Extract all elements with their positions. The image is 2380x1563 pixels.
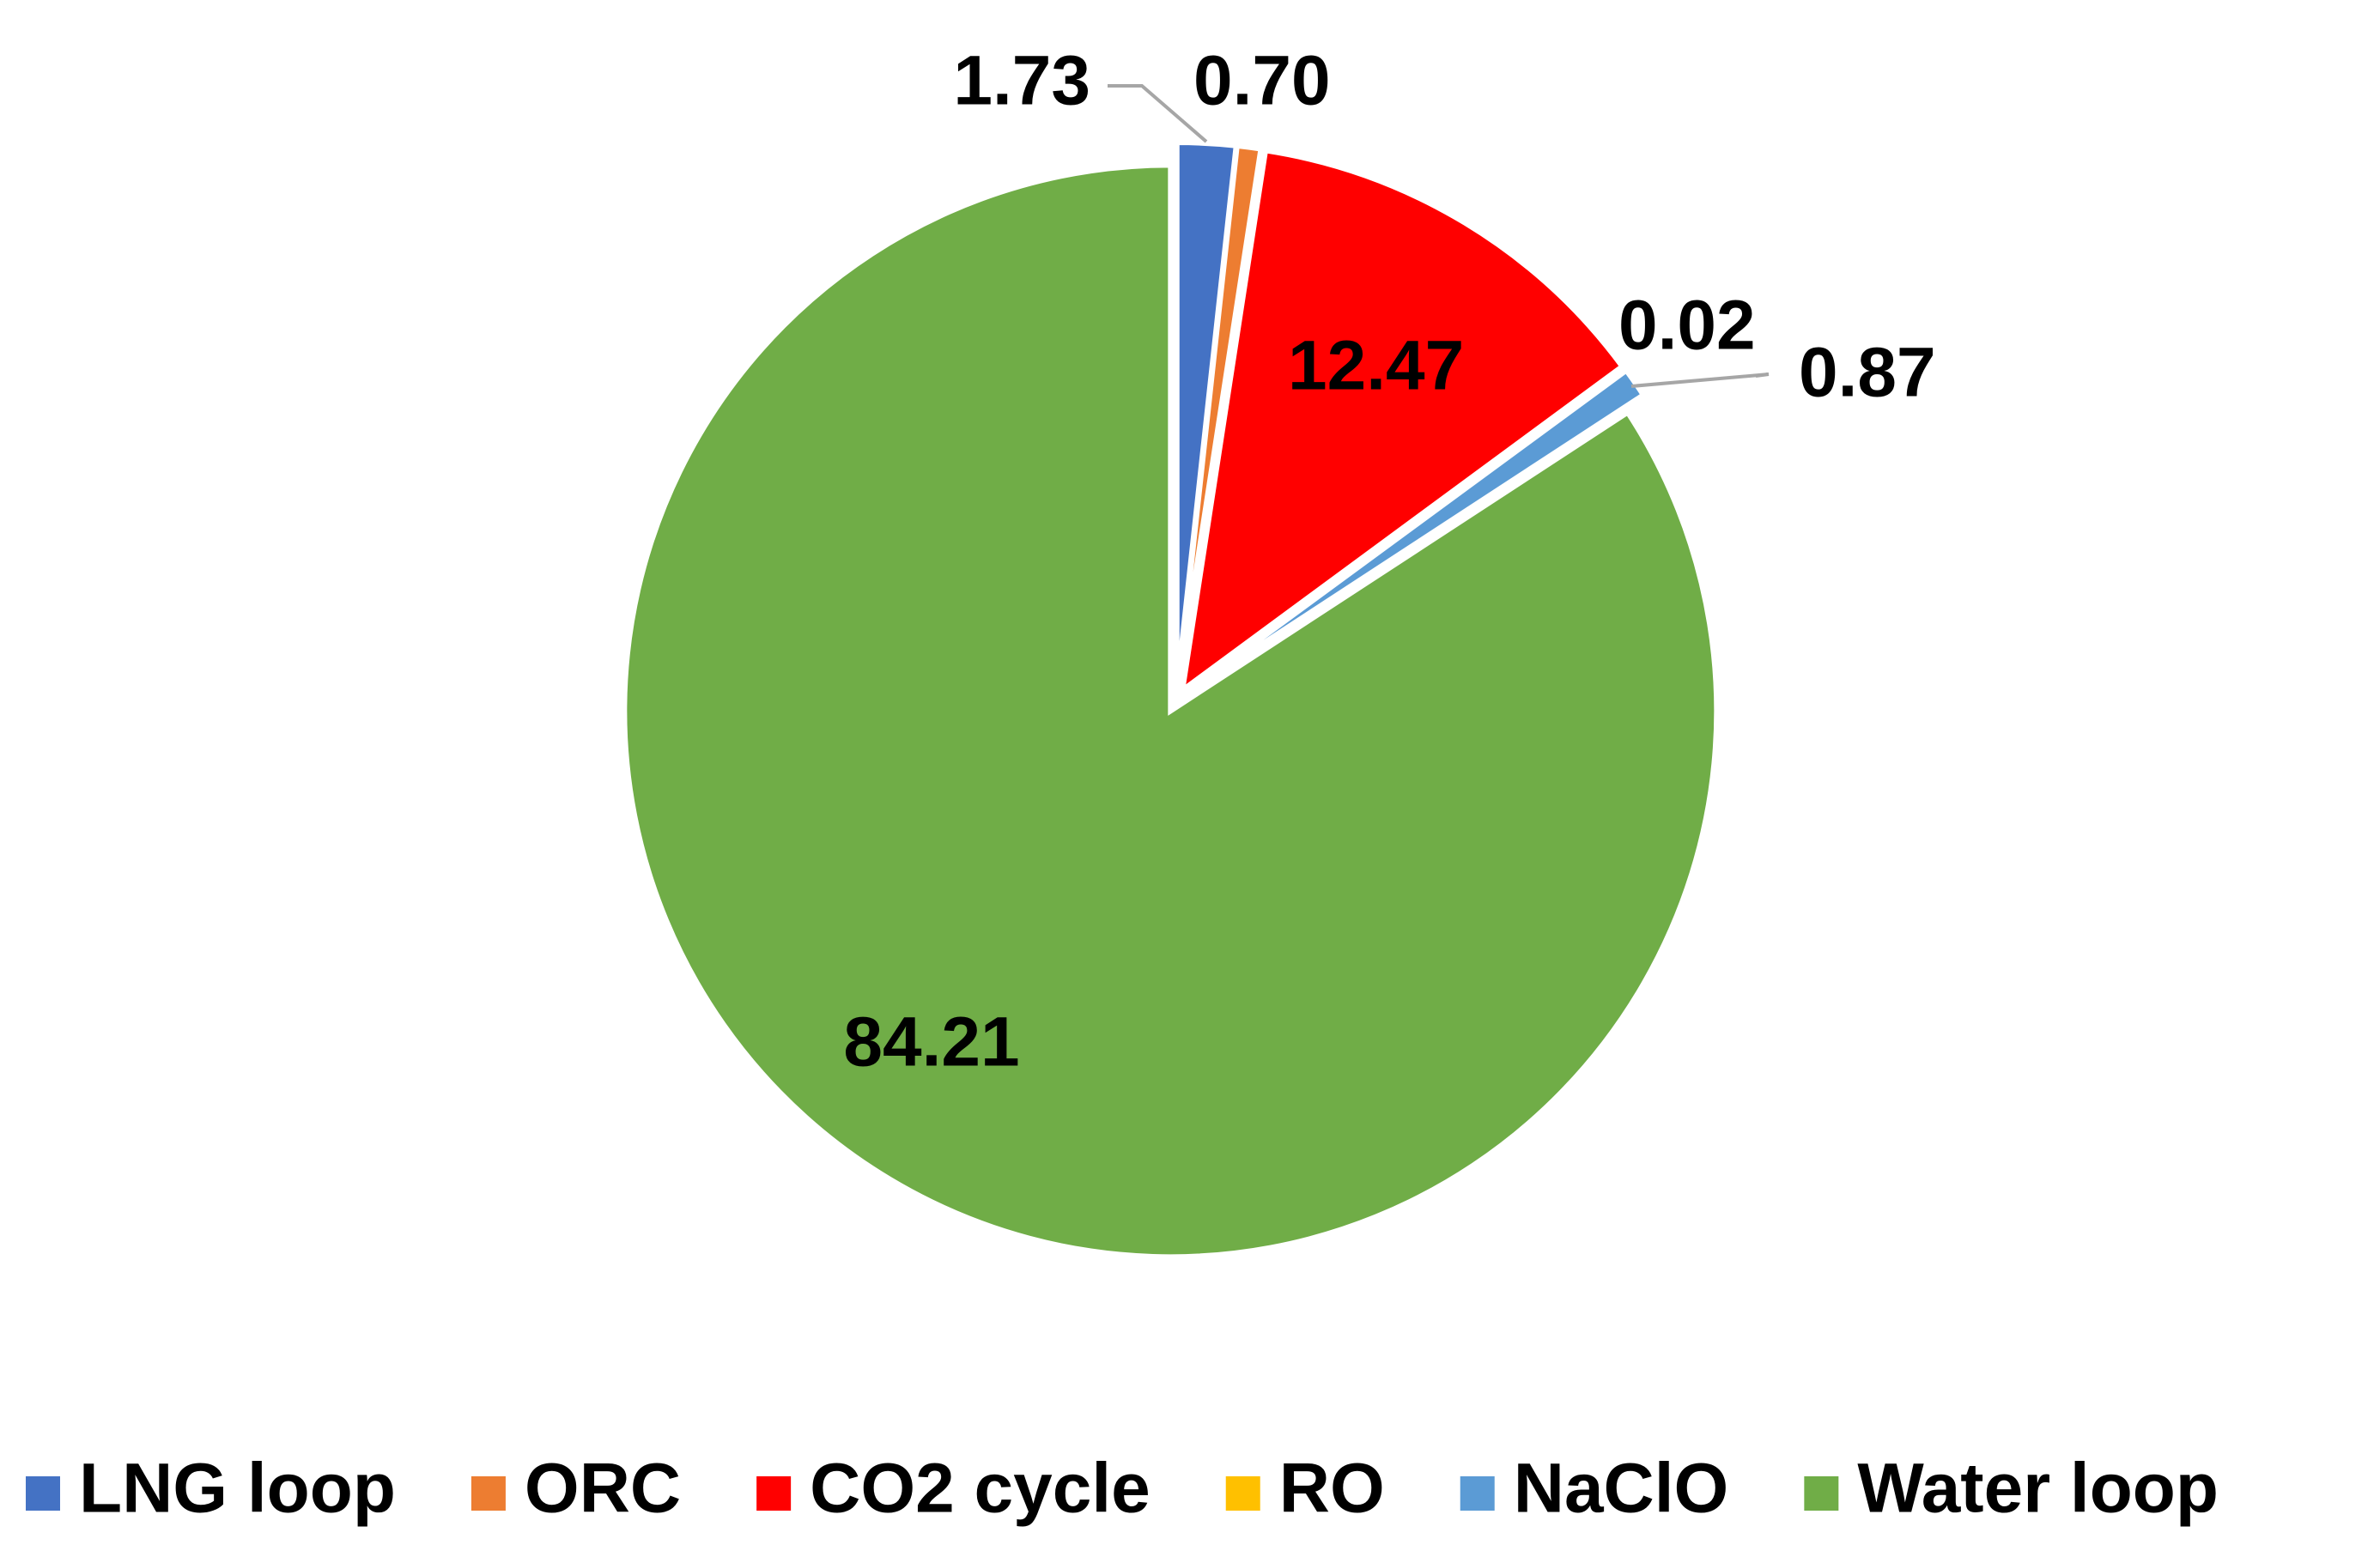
data-label-orc: 0.70: [1193, 42, 1331, 120]
slice-water-loop: [622, 162, 1720, 1260]
data-label-lng-loop: 1.73: [953, 42, 1090, 120]
slice-co2-cycle: [1179, 148, 1626, 696]
legend-label-water-loop: Water loop: [1857, 1450, 2219, 1528]
data-label-ro: 0.02: [1618, 287, 1756, 365]
leader-line-lng-loop: [1108, 84, 1208, 143]
legend-item-orc: ORC: [471, 1450, 681, 1528]
legend-item-ro: RO: [1225, 1450, 1385, 1528]
data-labels: 1.73 0.70 12.47 0.02 0.87 84.21: [843, 42, 1935, 1081]
data-label-naclo: 0.87: [1799, 334, 1936, 412]
legend-item-co2-cycle: CO2 cycle: [756, 1450, 1151, 1528]
leader-line-naclo: [1630, 373, 1770, 388]
legend-swatch-co2-cycle: [756, 1476, 792, 1511]
slice-orc: [1175, 142, 1264, 689]
legend-item-water-loop: Water loop: [1804, 1450, 2219, 1528]
legend-swatch-lng-loop: [26, 1476, 60, 1511]
pie-slices: [622, 140, 1720, 1260]
leader-lines: [1108, 84, 1770, 388]
data-label-co2-cycle: 12.47: [1288, 327, 1464, 405]
legend-swatch-ro: [1225, 1476, 1260, 1511]
legend-item-lng-loop: LNG loop: [26, 1450, 396, 1528]
legend-label-lng-loop: LNG loop: [79, 1450, 396, 1528]
legend-label-co2-cycle: CO2 cycle: [810, 1450, 1151, 1528]
legend-swatch-water-loop: [1804, 1476, 1839, 1511]
legend-label-orc: ORC: [525, 1450, 681, 1528]
legend: LNG loop ORC CO2 cycle RO NaClO Water loop: [26, 1450, 2219, 1528]
slice-naclo: [1184, 367, 1648, 696]
legend-swatch-naclo: [1460, 1476, 1495, 1511]
legend-swatch-orc: [471, 1476, 506, 1511]
legend-label-naclo: NaClO: [1514, 1450, 1729, 1528]
legend-label-ro: RO: [1279, 1450, 1385, 1528]
data-label-water-loop: 84.21: [843, 1003, 1019, 1081]
legend-item-naclo: NaClO: [1460, 1450, 1729, 1528]
